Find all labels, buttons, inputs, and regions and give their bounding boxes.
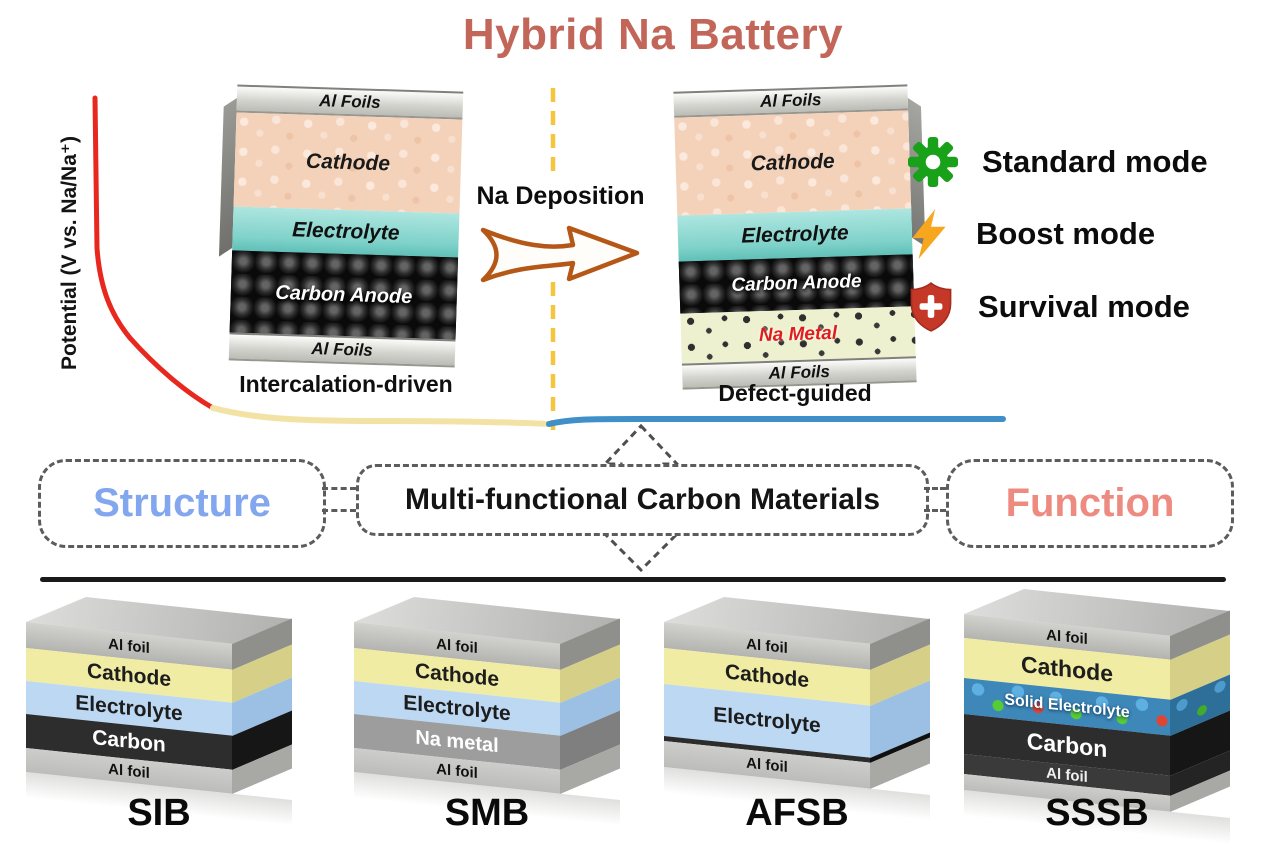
mode-row-standard: Standard mode	[908, 136, 1208, 188]
mode-label-boost: Boost mode	[976, 216, 1156, 251]
layer-al-foil-bottom: Al Foils	[228, 332, 456, 368]
stack-side-face	[1170, 610, 1230, 812]
stack-front-face: Al foil Cathode Electrolyte Na metal Al …	[354, 622, 560, 794]
sssb-label: SSSB	[1045, 792, 1149, 834]
intercalation-stack: Al Foils Cathode Electrolyte Carbon Anod…	[218, 84, 464, 368]
shield-cross-icon	[910, 282, 952, 332]
layer-cathode: Cathode	[233, 112, 463, 214]
connector-right-upper	[924, 487, 946, 490]
layer-carbon-anode: Carbon Anode	[678, 254, 915, 314]
stack-front-face: Al foil Cathode Solid Electrolyte Carbon…	[964, 614, 1170, 812]
connector-left-lower	[322, 509, 356, 512]
connector-left-upper	[322, 487, 356, 490]
intercalation-caption: Intercalation-driven	[239, 371, 453, 397]
lightning-icon	[912, 209, 946, 259]
afsb-label: AFSB	[745, 792, 849, 834]
mode-label-standard: Standard mode	[982, 144, 1208, 179]
na-deposition-arrow-icon	[480, 225, 640, 283]
figure-title: Hybrid Na Battery	[462, 10, 844, 59]
carbon-materials-box: Multi-functional Carbon Materials	[356, 464, 929, 536]
defect-guided-caption: Defect-guided	[718, 380, 872, 406]
layer-electrolyte: Electrolyte	[232, 206, 460, 258]
smb-label: SMB	[444, 792, 530, 834]
defect-guided-stack: Al Foils Cathode Electrolyte Carbon Anod…	[673, 84, 926, 390]
mode-row-boost: Boost mode	[908, 208, 1155, 260]
gear-icon	[908, 137, 958, 187]
stack-side-face	[232, 618, 292, 794]
layer-na-metal: Na Metal	[680, 306, 916, 364]
curve-red-segment	[92, 95, 216, 411]
layer-carbon-anode: Carbon Anode	[229, 250, 459, 340]
stack-front-face: Al foil Cathode Electrolyte Carbon Al fo…	[26, 622, 232, 794]
stack-side-face	[870, 618, 930, 789]
stack-front-face: Al foil Cathode Electrolyte Al foil	[664, 622, 870, 789]
na-deposition-label: Na Deposition	[476, 182, 645, 210]
layer-cathode: Cathode	[674, 110, 912, 216]
structure-box: Structure	[38, 459, 326, 548]
curve-yellow-segment	[210, 405, 552, 427]
mode-label-survival: Survival mode	[978, 289, 1190, 324]
connector-right-lower	[924, 509, 946, 512]
section-divider	[40, 577, 1226, 582]
mode-row-survival: Survival mode	[908, 281, 1190, 333]
stack-side-face	[560, 618, 620, 794]
layer-electrolyte: Electrolyte	[677, 208, 913, 262]
y-axis-label: Potential (V vs. Na/Na⁺)	[58, 136, 81, 370]
function-box: Function	[946, 459, 1234, 548]
sib-label: SIB	[127, 792, 191, 834]
